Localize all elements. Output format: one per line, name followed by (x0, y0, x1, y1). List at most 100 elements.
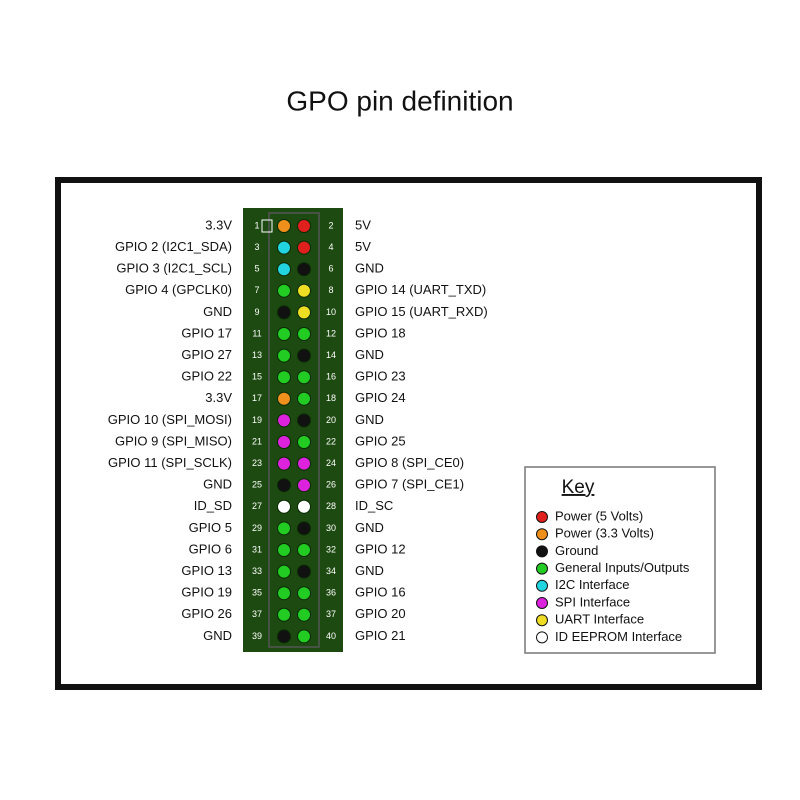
pin-label-left: GPIO 11 (SPI_SCLK) (108, 455, 232, 470)
pin-label-right: GND (355, 563, 384, 578)
pin-label-left: GPIO 26 (181, 606, 232, 621)
pin-label-left: GPIO 4 (GPCLK0) (125, 282, 232, 297)
pin-label-left: GND (203, 304, 232, 319)
pin-label-left: GPIO 3 (I2C1_SCL) (116, 261, 232, 276)
pin-number-left: 39 (252, 631, 262, 641)
pin-number-right: 10 (326, 307, 336, 317)
pin-label-left: GPIO 17 (181, 325, 232, 340)
pin-number-left: 25 (252, 480, 262, 490)
pin (277, 435, 291, 449)
pin (297, 564, 311, 579)
pin (297, 391, 311, 406)
pin (277, 283, 291, 298)
pin (277, 543, 291, 557)
pin-number-right: 12 (326, 328, 336, 338)
pin-label-left: GPIO 6 (189, 541, 232, 556)
pin (277, 327, 291, 341)
pin-label-left: GPIO 9 (SPI_MISO) (115, 433, 232, 448)
pin (277, 370, 291, 385)
pin-label-left: ID_SD (194, 498, 232, 513)
pin-label-right: GPIO 24 (355, 390, 406, 405)
key-swatch (536, 562, 548, 575)
key-swatch (536, 545, 548, 558)
pin (297, 305, 311, 320)
pin (297, 283, 311, 298)
key-swatch (536, 511, 548, 523)
pin (297, 586, 311, 601)
pin-number-right: 30 (326, 523, 336, 533)
pin (297, 435, 311, 449)
key-label: Power (5 Volts) (555, 508, 643, 523)
pin-number-right: 24 (326, 458, 336, 468)
pin-number-right: 26 (326, 480, 336, 490)
key-swatch (536, 614, 548, 627)
pin-number-left: 1 (254, 220, 259, 230)
pin (277, 586, 291, 601)
pin-number-right: 18 (326, 393, 336, 403)
pin (277, 456, 291, 471)
key-label: UART Interface (555, 612, 644, 627)
pin (297, 456, 311, 471)
pin (297, 499, 311, 514)
header-board (243, 208, 343, 652)
pin-number-left: 35 (252, 588, 262, 598)
pin (297, 629, 311, 644)
header-outline (268, 212, 320, 648)
pin-label-right: GPIO 21 (355, 628, 406, 643)
key-label: SPI Interface (555, 594, 630, 609)
pin-number-left: 19 (252, 415, 262, 425)
pin (277, 219, 291, 233)
pin-label-right: GND (355, 347, 384, 362)
pin (297, 521, 311, 536)
pin-number-left: 31 (252, 544, 262, 554)
pin-label-right: GPIO 15 (UART_RXD) (355, 304, 488, 319)
pin (277, 521, 291, 536)
pin-label-right: 5V (355, 239, 371, 254)
pin-number-right: 14 (326, 350, 336, 360)
key-swatch (536, 579, 548, 592)
pin-label-right: GPIO 8 (SPI_CE0) (355, 455, 464, 470)
pin (297, 607, 311, 622)
pin-number-right: 2 (328, 220, 333, 230)
pin-number-right: 4 (328, 242, 333, 252)
pin-number-right: 22 (326, 436, 336, 446)
key-title: Key (562, 477, 595, 498)
pin-label-right: GND (355, 261, 384, 276)
key-items: Power (5 Volts) Power (3.3 Volts) Ground Ge… (536, 508, 690, 644)
pin-number-right: 34 (326, 566, 336, 576)
pin-label-right: GPIO 12 (355, 541, 406, 556)
pin-label-right: ID_SC (355, 498, 393, 513)
pin (277, 629, 291, 644)
pin-number-left: 17 (252, 393, 262, 403)
pin (297, 219, 311, 233)
pin-number-left: 15 (252, 372, 262, 382)
key-swatch (536, 597, 548, 609)
pin-label-right: GND (355, 412, 384, 427)
pin-number-right: 6 (328, 264, 333, 274)
pin (297, 240, 311, 255)
key-swatch (536, 631, 548, 644)
pin-number-left: 13 (252, 350, 262, 360)
key-label: ID EEPROM Interface (555, 629, 682, 644)
pin (277, 391, 291, 406)
pin-number-left: 23 (252, 458, 262, 468)
pin-label-left: GND (203, 628, 232, 643)
pin-number-right: 37 (326, 609, 336, 619)
pin-label-right: GPIO 14 (UART_TXD) (355, 282, 486, 297)
pin (277, 240, 291, 255)
key-swatch (536, 528, 548, 541)
pin-number-right: 40 (326, 631, 336, 641)
pin-number-left: 29 (252, 523, 262, 533)
pin-label-right: GPIO 16 (355, 585, 406, 600)
pin (277, 262, 291, 277)
pin-number-right: 20 (326, 415, 336, 425)
pin (277, 607, 291, 622)
pin-number-left: 7 (254, 285, 259, 295)
pin (277, 413, 291, 428)
pin-number-left: 9 (254, 307, 259, 317)
pin (297, 478, 311, 493)
pin-number-left: 37 (252, 609, 262, 619)
pin-label-right: GPIO 18 (355, 325, 406, 340)
pin-number-left: 27 (252, 501, 262, 511)
